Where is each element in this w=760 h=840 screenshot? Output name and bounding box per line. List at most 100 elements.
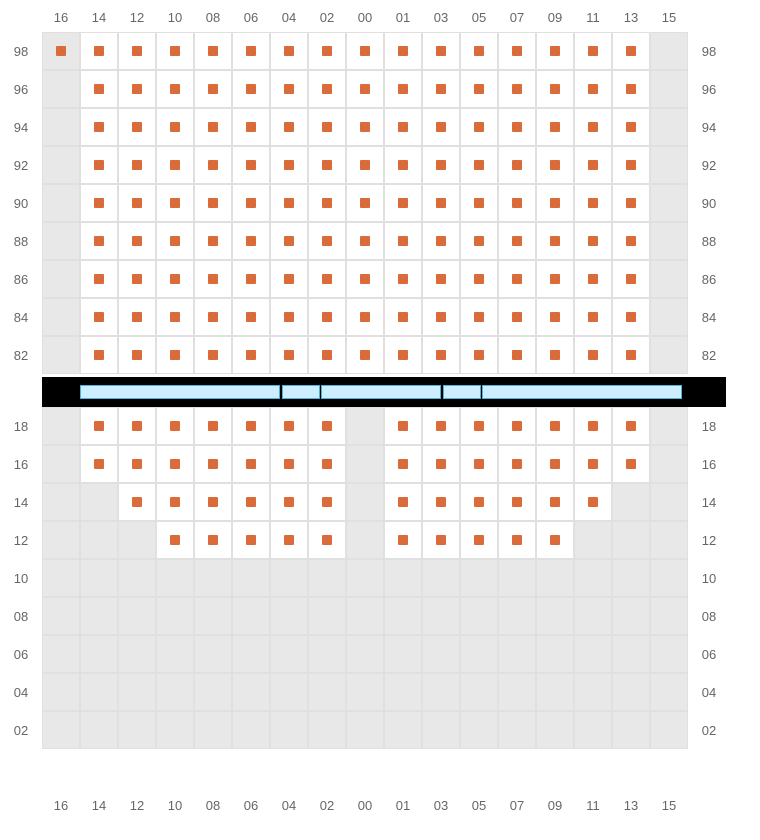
seat-cell[interactable] [156,146,194,184]
seat-cell[interactable] [232,184,270,222]
seat-cell[interactable] [232,32,270,70]
seat-cell[interactable] [346,260,384,298]
seat-cell[interactable] [574,32,612,70]
seat-cell[interactable] [384,483,422,521]
seat-cell[interactable] [194,32,232,70]
seat-cell[interactable] [80,146,118,184]
seat-cell[interactable] [232,222,270,260]
seat-cell[interactable] [460,521,498,559]
seat-cell[interactable] [194,521,232,559]
seat-cell[interactable] [612,222,650,260]
seat-cell[interactable] [536,483,574,521]
seat-cell[interactable] [498,298,536,336]
seat-cell[interactable] [498,32,536,70]
seat-cell[interactable] [384,70,422,108]
seat-cell[interactable] [422,146,460,184]
seat-cell[interactable] [346,184,384,222]
seat-cell[interactable] [536,70,574,108]
seat-cell[interactable] [460,336,498,374]
seat-cell[interactable] [232,146,270,184]
seat-cell[interactable] [308,298,346,336]
seat-cell[interactable] [80,184,118,222]
seat-cell[interactable] [612,70,650,108]
seat-cell[interactable] [80,407,118,445]
seat-cell[interactable] [194,445,232,483]
seat-cell[interactable] [232,70,270,108]
seat-cell[interactable] [460,445,498,483]
seat-cell[interactable] [156,260,194,298]
seat-cell[interactable] [574,146,612,184]
seat-cell[interactable] [422,184,460,222]
seat-cell[interactable] [80,70,118,108]
seat-cell[interactable] [498,222,536,260]
seat-cell[interactable] [574,483,612,521]
seat-cell[interactable] [156,222,194,260]
seat-cell[interactable] [308,32,346,70]
seat-cell[interactable] [346,222,384,260]
seat-cell[interactable] [422,70,460,108]
seat-cell[interactable] [308,146,346,184]
seat-cell[interactable] [498,70,536,108]
seat-cell[interactable] [156,298,194,336]
seat-cell[interactable] [80,336,118,374]
seat-cell[interactable] [118,445,156,483]
seat-cell[interactable] [384,184,422,222]
seat-cell[interactable] [346,108,384,146]
seat-cell[interactable] [308,260,346,298]
seat-cell[interactable] [308,222,346,260]
seat-cell[interactable] [156,184,194,222]
seat-cell[interactable] [460,483,498,521]
seat-cell[interactable] [384,407,422,445]
seat-cell[interactable] [194,108,232,146]
seat-cell[interactable] [270,521,308,559]
seat-cell[interactable] [194,260,232,298]
seat-cell[interactable] [80,445,118,483]
seat-cell[interactable] [612,184,650,222]
seat-cell[interactable] [156,108,194,146]
seat-cell[interactable] [194,483,232,521]
seat-cell[interactable] [270,108,308,146]
seat-cell[interactable] [498,184,536,222]
seat-cell[interactable] [194,146,232,184]
seat-cell[interactable] [460,298,498,336]
seat-cell[interactable] [536,260,574,298]
seat-cell[interactable] [80,108,118,146]
seat-cell[interactable] [156,483,194,521]
seat-cell[interactable] [574,184,612,222]
seat-cell[interactable] [308,445,346,483]
seat-cell[interactable] [270,298,308,336]
seat-cell[interactable] [422,445,460,483]
seat-cell[interactable] [384,32,422,70]
seat-cell[interactable] [118,32,156,70]
seat-cell[interactable] [498,336,536,374]
seat-cell[interactable] [384,222,422,260]
seat-cell[interactable] [232,483,270,521]
seat-cell[interactable] [156,445,194,483]
seat-cell[interactable] [308,184,346,222]
seat-cell[interactable] [574,407,612,445]
seat-cell[interactable] [536,146,574,184]
seat-cell[interactable] [460,70,498,108]
seat-cell[interactable] [156,70,194,108]
seat-cell[interactable] [194,222,232,260]
seat-cell[interactable] [80,260,118,298]
seat-cell[interactable] [232,336,270,374]
seat-cell[interactable] [574,336,612,374]
seat-cell[interactable] [422,521,460,559]
seat-cell[interactable] [460,184,498,222]
seat-cell[interactable] [308,336,346,374]
seat-cell[interactable] [80,222,118,260]
seat-cell[interactable] [460,407,498,445]
seat-cell[interactable] [612,146,650,184]
seat-cell[interactable] [156,407,194,445]
seat-cell[interactable] [384,445,422,483]
seat-cell[interactable] [346,146,384,184]
seat-cell[interactable] [384,108,422,146]
seat-cell[interactable] [118,260,156,298]
seat-cell[interactable] [232,445,270,483]
seat-cell[interactable] [498,260,536,298]
seat-cell[interactable] [460,108,498,146]
seat-cell[interactable] [384,521,422,559]
seat-cell[interactable] [194,184,232,222]
seat-cell[interactable] [270,70,308,108]
